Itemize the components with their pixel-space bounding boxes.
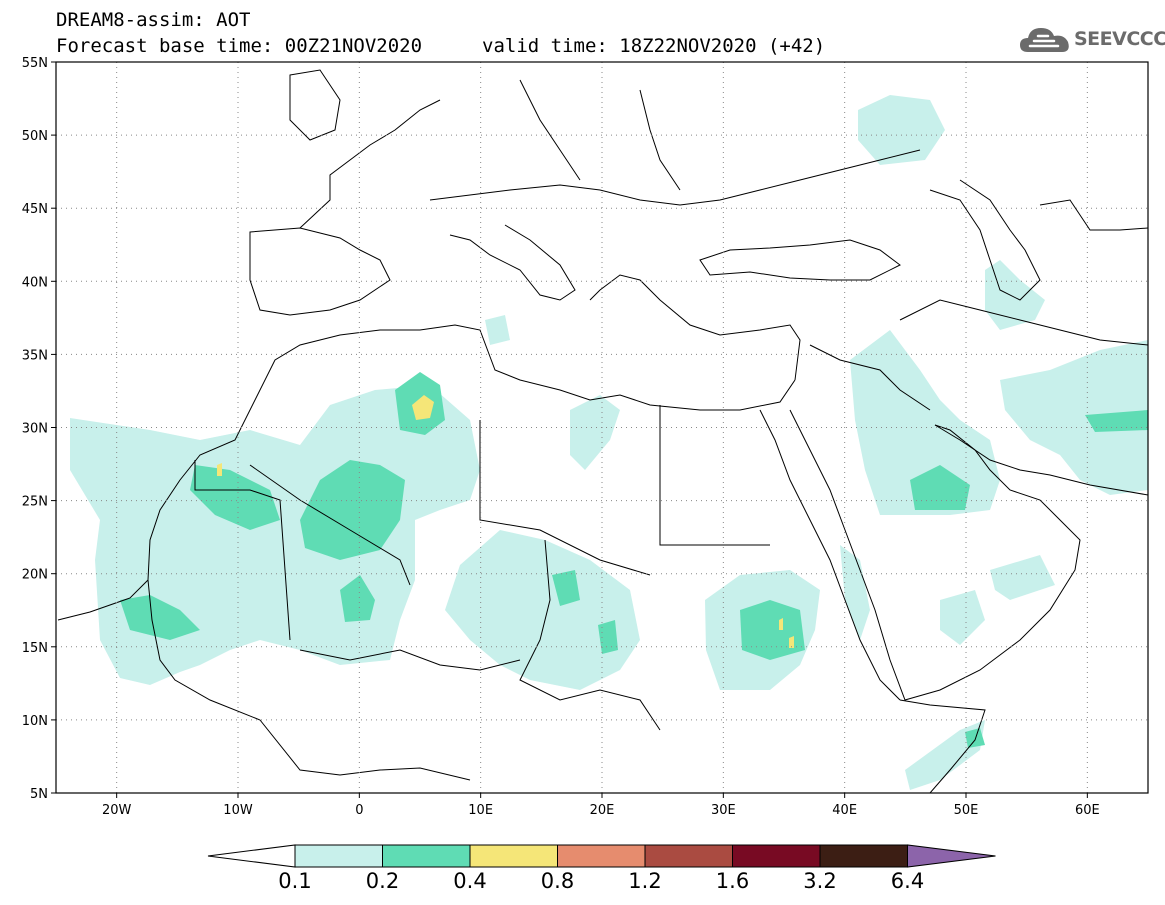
aot-peak-ethiopia-b [789,636,794,648]
coastline-caspian [929,179,1041,301]
aot-peak-western-sahara [217,463,222,476]
border-mauritania [194,460,291,641]
colorbar-label: 0.8 [541,869,574,893]
coastlines-borders [57,69,1148,793]
lon-label: 40E [832,803,857,818]
axis-ticks [51,61,1088,798]
lon-label: 60E [1075,803,1100,818]
coastline-levant-turkey [589,274,801,381]
base-time: Forecast base time: 00Z21NOV2020 [56,35,423,57]
lat-label: 45N [22,202,48,217]
colorbar-label: 3.2 [803,869,836,893]
colorbar-extend-high [907,844,996,868]
colorbar-label: 0.1 [278,869,311,893]
colorbar-segment [644,844,733,868]
colorbar-segment [557,844,646,868]
longitude-labels: 20W 10W 0 10E 20E 30E 40E 50E 60E [102,803,1100,818]
lat-label: 55N [22,56,48,71]
border-middle-east [809,299,1148,411]
aot-region-chad-sudan [445,530,640,690]
lon-label: 30E [711,803,736,818]
cloud-logo-icon [1020,28,1069,52]
aot-core-algeria-mali [300,460,405,560]
aot-region-arabia [850,330,1000,515]
aot-core-chad [552,570,580,606]
coastline-persian-gulf [934,424,1148,496]
lon-label: 50E [954,803,979,818]
aot-core-ethiopia [740,600,805,660]
lon-label: 20W [102,803,132,818]
colorbar: 0.1 0.2 0.4 0.8 1.2 1.6 3.2 6.4 [207,844,996,893]
colorbar-label: 0.2 [366,869,399,893]
colorbar-label: 1.2 [628,869,661,893]
colorbar-segment [294,844,383,868]
aot-core-senegal [120,595,200,640]
aot-region-yemen [940,590,985,645]
aot-peak-algeria [412,395,434,420]
border-algeria-mali [249,464,411,586]
coastline-italy [449,224,576,301]
lat-label: 10N [22,714,48,729]
seevccc-logo: SEEVCCC [1018,22,1165,56]
coastline-france-uk [289,69,441,229]
lon-label: 10E [468,803,493,818]
border-sudan [519,539,661,731]
border-niger-nigeria [299,649,521,671]
lat-label: 15N [22,641,48,656]
aot-region-libya [570,395,620,470]
coastline-north-africa [57,324,796,621]
colorbar-extend-low [207,844,296,868]
border-libya-chad [479,420,651,576]
aot-core-mali [340,575,375,622]
aot-core-somalia [965,728,985,748]
aot-region-gulf-aden [905,720,985,790]
border-europe [429,79,921,206]
lat-label: 50N [22,129,48,144]
aot-region-iran [1000,340,1148,495]
colorbar-segment [819,844,908,868]
lon-label: 0 [355,803,363,818]
lon-label: 20E [590,803,615,818]
aot-region-tunisia [485,315,510,345]
coastline-arabia [789,409,1081,701]
aot-shading [70,95,1148,790]
logo-text: SEEVCCC [1074,28,1165,50]
latitude-labels: 55N 50N 45N 40N 35N 30N 25N 20N 15N 10N 5N [22,56,48,802]
lat-label: 35N [22,348,48,363]
coastline-black-sea [699,239,901,281]
aot-region-caspian [985,260,1045,330]
colorbar-segment [382,844,471,868]
coastline-horn-of-africa [899,699,986,793]
lat-label: 5N [30,787,48,802]
lat-label: 25N [22,495,48,510]
colorbar-label: 0.4 [453,869,486,893]
lon-label: 10W [223,803,253,818]
coastline-iberia [249,227,391,316]
aot-core-saudi [910,465,970,510]
lat-label: 20N [22,568,48,583]
aot-core-sudan [598,620,618,654]
aot-region-oman [990,555,1055,600]
colorbar-segment [732,844,821,868]
colorbar-label: 1.6 [716,869,749,893]
coastline-west-africa [147,579,471,781]
aot-core-western-sahara [190,465,280,530]
lat-label: 30N [22,422,48,437]
aot-core-iran [1085,410,1148,432]
aot-peak-ethiopia-a [779,618,783,630]
border-libya-egypt [659,405,770,546]
map-title: DREAM8-assim: AOT [56,9,251,31]
colorbar-segment [469,844,558,868]
border-kazakhstan [1039,199,1148,231]
aot-region-red-sea [840,545,870,640]
coastline-red-sea-west [759,409,901,701]
forecast-times: Forecast base time: 00Z21NOV2020 valid ti… [56,35,825,57]
colorbar-label: 6.4 [891,869,924,893]
valid-time: valid time: 18Z22NOV2020 (+42) [482,35,826,57]
grid-lines [56,62,1148,793]
aot-region-russia [858,95,945,165]
lat-label: 40N [22,275,48,290]
